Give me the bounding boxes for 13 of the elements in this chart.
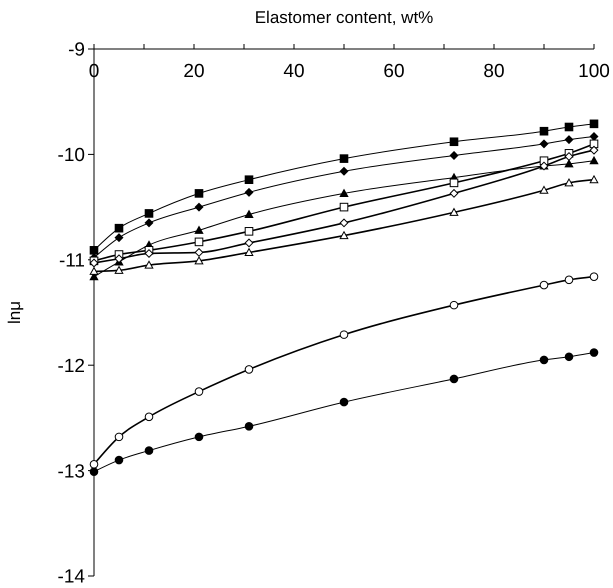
- x-tick-label: 40: [283, 61, 305, 82]
- x-tick-label: 80: [483, 61, 505, 82]
- y-tick-label: -10: [58, 145, 85, 166]
- y-tick-label: -12: [58, 356, 85, 377]
- x-axis-title: Elastomer content, wt%: [254, 8, 434, 27]
- y-tick-label: -13: [58, 461, 85, 482]
- x-tick-label: 60: [383, 61, 405, 82]
- x-tick-label: 100: [578, 61, 610, 82]
- x-tick-label: 20: [183, 61, 205, 82]
- y-axis-title: lnμ: [5, 300, 24, 324]
- y-tick-label: -9: [68, 40, 85, 61]
- y-tick-label: -11: [58, 250, 85, 272]
- y-tick-label: -14: [58, 566, 86, 588]
